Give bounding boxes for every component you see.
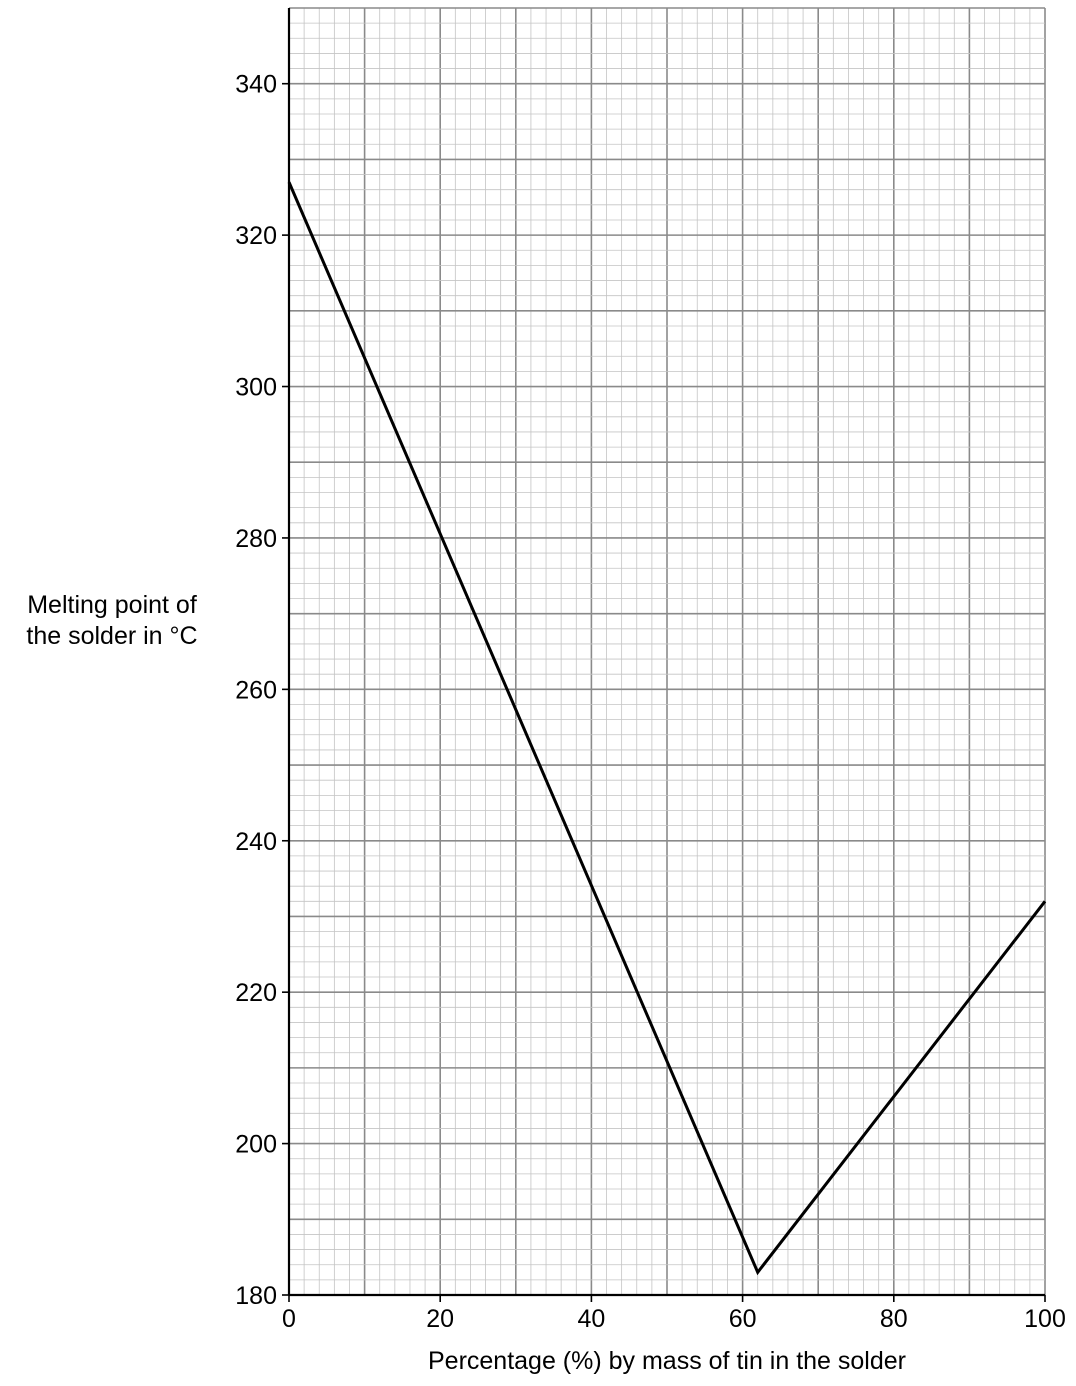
x-tick-label: 40	[577, 1305, 605, 1333]
tick-labels: 180 200 220 240 260 280 300 320 340 0 20 40 60 80 100	[235, 71, 1066, 1333]
x-tick-label: 0	[282, 1305, 296, 1333]
x-tick-label: 20	[426, 1305, 454, 1333]
x-tick-label: 60	[729, 1305, 757, 1333]
axes	[287, 8, 1045, 1297]
x-tick-label: 80	[880, 1305, 908, 1333]
y-tick-label: 260	[235, 676, 277, 704]
y-tick-label: 240	[235, 828, 277, 856]
y-tick-label: 280	[235, 525, 277, 553]
series-line	[287, 181, 1047, 1276]
y-tick-label: 180	[235, 1282, 277, 1310]
y-axis-label-line-1: Melting point of	[27, 591, 197, 619]
grid	[288, 7, 1046, 1296]
series	[287, 181, 1047, 1276]
y-axis-label: Melting point of the solder in °C	[6, 590, 218, 652]
y-axis-label-line-2: the solder in °C	[26, 622, 198, 650]
x-tick-label: 100	[1024, 1305, 1066, 1333]
x-axis-label: Percentage (%) by mass of tin in the sol…	[427, 1347, 906, 1375]
y-tick-label: 200	[235, 1131, 277, 1159]
y-tick-label: 320	[235, 222, 277, 250]
y-tick-label: 220	[235, 979, 277, 1007]
y-tick-label: 300	[235, 374, 277, 402]
y-tick-label: 340	[235, 71, 277, 99]
